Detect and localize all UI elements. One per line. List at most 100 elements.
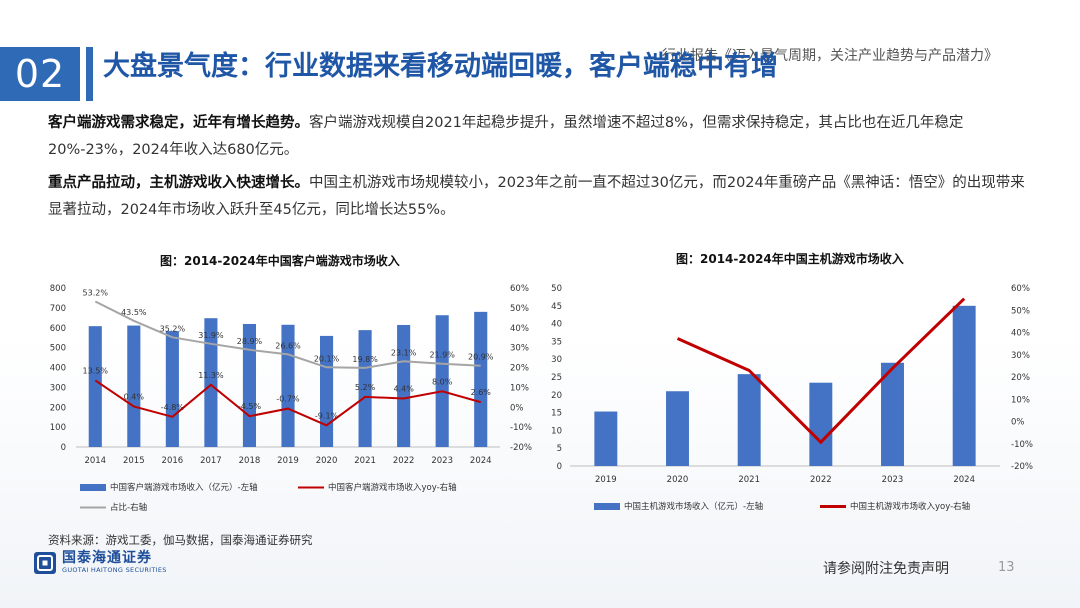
c1-legend-label: 中国客户端游戏市场收入yoy-右轴: [328, 482, 457, 493]
c2-bar: [737, 374, 761, 466]
c1-bar: [397, 324, 411, 447]
c1-data-label: 53.2%: [83, 289, 109, 298]
c1-x-tick: 2014: [84, 456, 106, 466]
c2-left-tick: 0: [557, 462, 562, 472]
c2-left-tick: 30: [551, 355, 562, 365]
c1-right-tick: 60%: [510, 284, 529, 294]
c2-x-tick: 2023: [882, 475, 904, 485]
c2-bar: [809, 382, 833, 466]
c1-legend-label: 中国客户端游戏市场收入（亿元）-左轴: [110, 482, 258, 493]
c2-left-tick: 15: [551, 409, 562, 419]
c1-left-tick: 400: [50, 364, 66, 374]
c1-left-tick: 200: [50, 403, 66, 413]
c1-data-label: 19.8%: [352, 355, 378, 364]
c2-left-tick: 10: [551, 426, 562, 436]
c1-right-tick: 0%: [510, 403, 524, 413]
c1-right-tick: 20%: [510, 364, 529, 374]
paragraph-2-body: 中国主机游戏市场规模较小，2023年之前一直不超过30亿元，而2024年重磅产品…: [48, 175, 1025, 218]
c1-data-label: 4.4%: [393, 385, 414, 394]
c1-x-tick: 2022: [393, 456, 415, 466]
c1-x-tick: 2016: [162, 456, 184, 466]
paragraph-1-lead: 客户端游戏需求稳定，近年有增长趋势。: [48, 115, 309, 131]
logo-text-en: GUOTAI HAITONG SECURITIES: [62, 566, 167, 574]
c2-legend-label: 中国主机游戏市场收入（亿元）-左轴: [624, 501, 763, 512]
c2-legend-swatch: [594, 503, 620, 510]
source-note: 资料来源：游戏工委，伽马数据，国泰海通证券研究: [48, 533, 313, 547]
c1-x-tick: 2023: [431, 456, 453, 466]
c1-data-label: -9.1%: [315, 411, 339, 420]
c1-data-label: -0.7%: [276, 395, 300, 404]
c2-right-tick: 40%: [1011, 329, 1030, 339]
c2-right-tick: 60%: [1011, 284, 1030, 294]
c1-right-tick: -20%: [510, 443, 532, 453]
chart-pc-revenue: 0 100 200 300 400 500 600 700 800 -20% -10% 0% 10% 20…: [50, 284, 532, 513]
c1-bar: [319, 335, 334, 447]
c1-right-tick: 10%: [510, 383, 529, 393]
paragraph-2-lead: 重点产品拉动，主机游戏收入快速增长。: [48, 175, 309, 191]
c1-line-1: [94, 379, 481, 427]
c2-line-1: [676, 297, 966, 445]
c2-left-tick: 5: [557, 444, 562, 454]
c1-x-tick: 2018: [239, 456, 261, 466]
c2-left-tick: 35: [551, 337, 562, 347]
c2-left-tick: 25: [551, 373, 562, 383]
c1-left-tick: 800: [50, 284, 66, 294]
c1-data-label: 0.4%: [124, 392, 145, 401]
c1-x-tick: 2015: [123, 456, 145, 466]
c1-right-tick: 50%: [510, 304, 529, 314]
c1-bar: [127, 325, 141, 447]
section-number: 02: [0, 47, 80, 101]
c2-right-tick: 30%: [1011, 351, 1030, 361]
c1-bar: [358, 330, 372, 447]
c1-bar: [204, 318, 218, 447]
c1-data-label: 5.2%: [355, 383, 376, 392]
c2-right-tick: -10%: [1011, 440, 1033, 450]
c1-x-tick: 2021: [354, 456, 376, 466]
logo-mark-icon: [34, 551, 56, 574]
paragraph-1-body: 客户端游戏规模自2021年起稳步提升，虽然增速不超过8%，但需求保持稳定，其占比…: [48, 115, 964, 158]
chart-2-title: 图：2014-2024年中国主机游戏市场收入: [676, 252, 904, 266]
c2-left-tick: 20: [551, 391, 562, 401]
chart-console-revenue: 0 5 10 15 20 25 30 35 40 45 50 -20% -10% 0% 10% 20% 30% 4…: [551, 284, 1033, 512]
paragraph-1: 客户端游戏需求稳定，近年有增长趋势。客户端游戏规模自2021年起稳步提升，虽然增…: [48, 110, 1038, 164]
c1-bar: [474, 311, 488, 447]
page-number: 13: [998, 560, 1015, 575]
chart-1-title: 图：2014-2024年中国客户端游戏市场收入: [160, 254, 400, 268]
logo-text-cn: 国泰海通证券: [62, 550, 152, 566]
c1-bar: [88, 326, 102, 447]
c1-left-tick: 600: [50, 324, 66, 334]
c1-left-tick: 500: [50, 344, 66, 354]
c1-data-label: 8.0%: [432, 377, 453, 386]
c1-bar: [435, 315, 449, 447]
c1-data-label: 2.6%: [471, 388, 492, 397]
c1-left-tick: 0: [61, 443, 66, 453]
c1-left-tick: 700: [50, 304, 66, 314]
c1-legend-label: 占比-右轴: [110, 502, 147, 513]
c2-x-tick: 2020: [667, 475, 689, 485]
section-divider: [86, 47, 93, 101]
c1-left-tick: 300: [50, 383, 66, 393]
c1-data-label: 20.1%: [314, 354, 340, 363]
c2-x-tick: 2021: [738, 475, 760, 485]
c2-x-tick: 2022: [810, 475, 832, 485]
c1-right-tick: 30%: [510, 344, 529, 354]
c2-right-tick: 10%: [1011, 395, 1030, 405]
c2-left-tick: 40: [551, 320, 562, 330]
c1-data-label: 20.9%: [468, 353, 494, 362]
c1-data-label: 11.3%: [198, 371, 224, 380]
c1-data-label: 26.6%: [275, 341, 301, 350]
c1-data-label: 13.5%: [83, 366, 109, 375]
c2-left-tick: 50: [551, 284, 562, 294]
c2-x-tick: 2024: [953, 475, 975, 485]
c1-right-tick: -10%: [510, 423, 532, 433]
c1-legend-swatch: [80, 484, 106, 491]
c1-bar: [165, 331, 179, 447]
c2-bar: [594, 411, 618, 466]
c2-legend-label: 中国主机游戏市场收入yoy-右轴: [850, 501, 970, 512]
c2-bar: [952, 305, 976, 466]
c1-data-label: 21.9%: [429, 351, 455, 360]
c2-x-tick: 2019: [595, 475, 617, 485]
c2-right-tick: -20%: [1011, 462, 1033, 472]
disclaimer-link[interactable]: 请参阅附注免责声明: [823, 561, 949, 577]
